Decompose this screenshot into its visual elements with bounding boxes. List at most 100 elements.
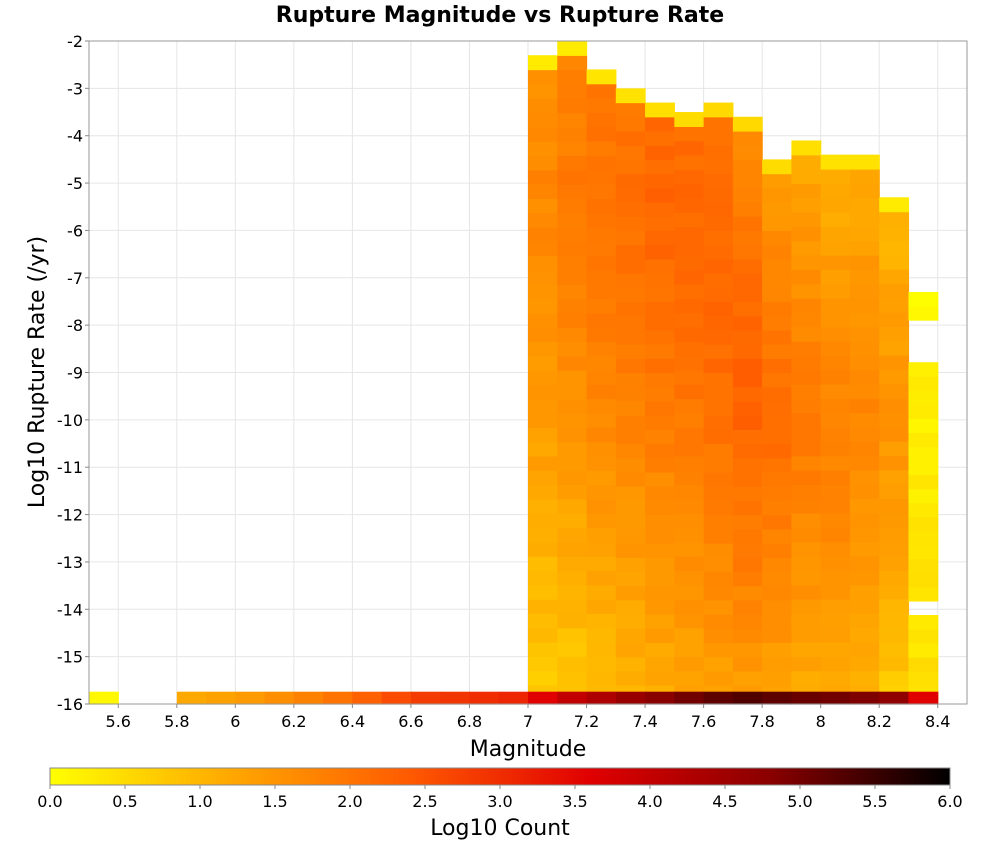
heatmap-cell	[557, 298, 588, 314]
heatmap-cell	[557, 513, 588, 529]
heatmap-cell	[557, 184, 588, 200]
heatmap-cell	[762, 443, 792, 459]
heatmap-cell	[791, 455, 822, 471]
heatmap-cell	[586, 255, 617, 271]
heatmap-cell	[528, 155, 558, 171]
heatmap-cell	[557, 584, 588, 600]
heatmap-cell	[820, 254, 851, 270]
heatmap-cell	[586, 427, 617, 443]
heatmap-cell	[440, 691, 471, 705]
heatmap-cell	[820, 455, 851, 471]
heatmap-cell	[615, 315, 646, 331]
heatmap-cell	[849, 355, 880, 371]
heatmap-cell	[732, 514, 763, 530]
heatmap-cell	[615, 130, 646, 146]
heatmap-cell	[615, 415, 646, 430]
heatmap-cell	[791, 255, 822, 271]
heatmap-cell	[908, 530, 939, 546]
heatmap-cell	[879, 484, 910, 500]
heatmap-cell	[586, 198, 617, 214]
heatmap-cell	[528, 226, 558, 242]
heatmap-cell	[469, 691, 500, 705]
heatmap-cell	[762, 500, 792, 516]
heatmap-cell	[703, 159, 734, 175]
heatmap-cell	[849, 441, 880, 457]
heatmap-cell	[762, 557, 792, 572]
heatmap-cell	[557, 169, 588, 185]
heatmap-cell	[703, 557, 734, 572]
heatmap-cell	[791, 355, 822, 371]
heatmap-cell	[762, 372, 792, 388]
heatmap-cell	[674, 656, 705, 672]
heatmap-cell	[557, 413, 588, 428]
heatmap-cell	[703, 656, 734, 672]
heatmap-cell	[791, 183, 822, 199]
heatmap-cell	[879, 570, 910, 586]
x-axis-ticks: 5.6 5.8 6 6.2 6.4 6.6 6.8 7 7.2 7.4 7.6 7.8 8 8.2 8.4	[106, 704, 950, 731]
heatmap-cell	[791, 140, 822, 156]
heatmap-cell	[732, 244, 763, 260]
heatmap-cell	[645, 614, 675, 629]
heatmap-cell	[674, 112, 705, 127]
heatmap-cell	[703, 230, 734, 246]
heatmap-cell	[586, 584, 617, 600]
heatmap-cell	[732, 400, 763, 416]
heatmap-cell	[528, 341, 558, 357]
heatmap-cell	[703, 244, 734, 260]
heatmap-cell	[820, 383, 851, 399]
heatmap-cell	[791, 541, 822, 557]
heatmap-cell	[615, 691, 646, 705]
y-axis-label: Log10 Rupture Rate (/yr)	[25, 236, 50, 508]
colorbar-tick-label: 1.0	[187, 792, 212, 811]
heatmap-cell	[879, 469, 910, 485]
heatmap-cell	[703, 571, 734, 587]
heatmap-cell	[615, 344, 646, 359]
heatmap-cell	[674, 570, 705, 586]
heatmap-cell	[615, 273, 646, 288]
heatmap-cell	[879, 283, 910, 299]
heatmap-cell	[586, 341, 617, 357]
colorbar-label: Log10 Count	[430, 816, 570, 841]
heatmap-cell	[528, 541, 558, 557]
heatmap-cell	[703, 216, 734, 232]
y-axis-ticks: -2 -3 -4 -5 -6 -7 -8 -9 -10 -11 -12 -13 -14 -15 -16	[57, 32, 89, 714]
heatmap-cell	[762, 614, 792, 629]
heatmap-cell	[674, 398, 705, 414]
colorbar-tick-label: 2.0	[337, 792, 362, 811]
heatmap-cell	[879, 211, 910, 227]
heatmap-cell	[528, 98, 558, 114]
heatmap-cell	[645, 202, 675, 217]
y-tick-label: -6	[67, 221, 83, 240]
heatmap-cell	[908, 488, 939, 504]
heatmap-cell	[674, 369, 705, 385]
heatmap-cell	[176, 691, 207, 705]
colorbar-tick-label: 4.5	[712, 792, 737, 811]
heatmap-cell	[528, 498, 558, 514]
heatmap-cell	[762, 358, 792, 374]
heatmap-cell	[557, 498, 588, 514]
heatmap-cell	[674, 226, 705, 242]
heatmap-cell	[586, 441, 617, 457]
heatmap-cell	[762, 486, 792, 501]
y-tick-label: -5	[67, 174, 83, 193]
heatmap-cell	[732, 301, 763, 317]
heatmap-cell	[528, 584, 558, 600]
heatmap-cell	[528, 241, 558, 257]
x-tick-label: 7.4	[632, 712, 657, 731]
heatmap-cell	[586, 384, 617, 400]
heatmap-cell	[908, 291, 939, 307]
heatmap-cell	[528, 642, 558, 657]
heatmap-cell	[528, 413, 558, 428]
heatmap-cell	[849, 670, 880, 686]
heatmap-cell	[557, 656, 588, 672]
heatmap-cell	[762, 273, 792, 288]
heatmap-cell	[849, 512, 880, 528]
heatmap-cell	[528, 691, 558, 705]
heatmap-cell	[820, 641, 851, 657]
heatmap-cell	[528, 455, 558, 471]
heatmap-cell	[645, 102, 675, 118]
heatmap-cell	[586, 98, 617, 113]
heatmap-cell	[674, 341, 705, 357]
heatmap-cell	[645, 599, 675, 615]
heatmap-cell	[586, 83, 617, 99]
